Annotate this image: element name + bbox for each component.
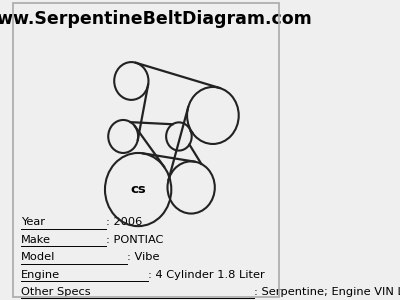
Text: : Vibe: : Vibe <box>127 252 160 262</box>
Text: cs: cs <box>130 183 146 196</box>
Text: Year: Year <box>21 218 45 227</box>
Text: Other Specs: Other Specs <box>21 287 91 297</box>
Text: : 2006: : 2006 <box>106 218 142 227</box>
Text: : 4 Cylinder 1.8 Liter: : 4 Cylinder 1.8 Liter <box>148 270 265 280</box>
Text: Make: Make <box>21 235 51 245</box>
Text: www.SerpentineBeltDiagram.com: www.SerpentineBeltDiagram.com <box>0 11 312 28</box>
Text: Engine: Engine <box>21 270 60 280</box>
Text: Model: Model <box>21 252 56 262</box>
Text: : Serpentine; Engine VIN L: : Serpentine; Engine VIN L <box>254 287 400 297</box>
Text: : PONTIAC: : PONTIAC <box>106 235 163 245</box>
